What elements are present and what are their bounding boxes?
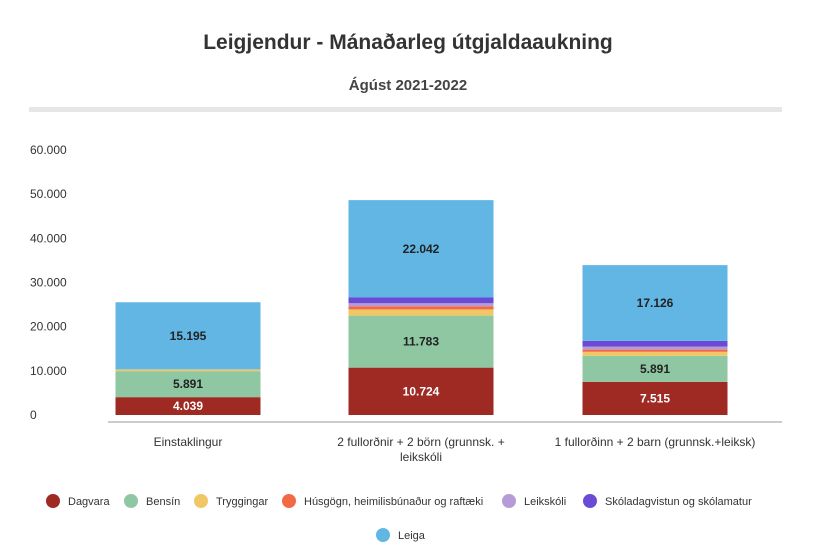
y-axis: 0 10.000 20.000 30.000 40.000 50.000 60.000 (30, 143, 67, 422)
legend-swatch (502, 494, 516, 508)
legend-label: Leiga (398, 530, 426, 542)
bar-segment (582, 351, 728, 356)
y-tick-label: 20.000 (30, 320, 67, 334)
x-category-label: Einstaklingur (154, 435, 223, 449)
y-tick-label: 50.000 (30, 187, 67, 201)
bar-segment (115, 397, 261, 415)
bar-segment (582, 381, 728, 415)
data-label: 15.195 (170, 329, 207, 343)
data-label: 5.891 (640, 362, 670, 376)
bar-segment (348, 306, 494, 310)
chart-title: Leigjendur - Mánaðarleg útgjaldaaukning (203, 31, 613, 54)
legend-label: Leikskóli (524, 496, 566, 508)
data-label: 5.891 (173, 377, 203, 391)
bar-segment (115, 371, 261, 398)
bar-segment (582, 346, 728, 350)
legend: Dagvara Bensín Tryggingar Húsgögn, heimilis… (46, 494, 752, 542)
legend-label: Tryggingar (216, 496, 269, 508)
x-category-label: 2 fullorðnir + 2 börn (grunnsk. + (337, 435, 504, 449)
legend-swatch (124, 494, 138, 508)
x-category-label: 1 fullorðinn + 2 barn (grunnsk.+leiksk) (555, 435, 756, 449)
y-tick-label: 0 (30, 408, 37, 422)
bar-segment (348, 367, 494, 415)
legend-label: Húsgögn, heimilisbúnaður og raftæki (304, 496, 483, 508)
bar-segment (348, 315, 494, 368)
data-label: 11.783 (403, 335, 439, 349)
legend-swatch (376, 528, 390, 542)
data-label: 17.126 (637, 296, 674, 310)
legend-swatch (46, 494, 60, 508)
bar-segment (582, 349, 728, 352)
bar-segment (582, 355, 728, 382)
bar-segment (348, 200, 494, 298)
bar-segment (348, 303, 494, 307)
y-tick-label: 40.000 (30, 231, 67, 245)
bar-segment (115, 302, 261, 370)
bar-segment (582, 265, 728, 341)
x-axis-categories: Einstaklingur 2 fullorðnir + 2 börn (grun… (154, 435, 756, 464)
data-label: 22.042 (403, 242, 440, 256)
bar-segment (348, 309, 494, 316)
bar-segment (348, 297, 494, 304)
bar-stacks (115, 200, 728, 415)
chart-subtitle: Ágúst 2021-2022 (348, 77, 468, 94)
legend-label: Skóladagvistun og skólamatur (605, 496, 752, 508)
data-label: 10.724 (403, 384, 440, 398)
data-labels: 4.039 5.891 15.195 10.724 11.783 22.042 7.515 5… (170, 242, 674, 413)
y-tick-label: 30.000 (30, 276, 67, 290)
title-divider (29, 107, 782, 112)
legend-swatch (282, 494, 296, 508)
data-label: 7.515 (640, 391, 670, 405)
y-tick-label: 10.000 (30, 364, 67, 378)
legend-label: Bensín (146, 496, 180, 508)
x-category-label: leikskóli (400, 450, 442, 464)
data-label: 4.039 (173, 399, 203, 413)
legend-swatch (194, 494, 208, 508)
legend-label: Dagvara (68, 496, 110, 508)
bar-segment (582, 340, 728, 347)
legend-swatch (583, 494, 597, 508)
y-tick-label: 60.000 (30, 143, 67, 157)
bar-segment (115, 369, 261, 372)
